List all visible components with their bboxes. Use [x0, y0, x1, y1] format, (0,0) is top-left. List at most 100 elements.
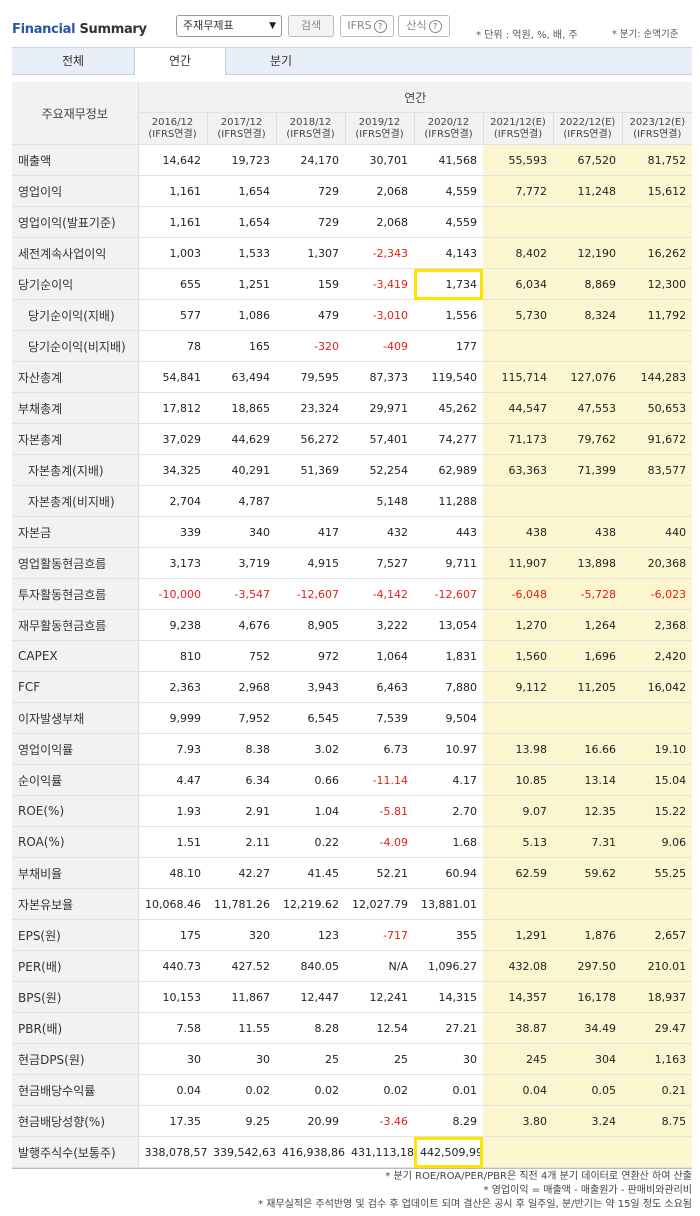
table-cell: 18,865: [207, 392, 276, 424]
unit-note: * 단위 : 억원, %, 배, 주: [476, 30, 578, 41]
table-cell: [553, 888, 622, 920]
table-cell: 7,880: [414, 671, 483, 703]
table-cell: 67,520: [553, 144, 622, 176]
basis-label: (IFRS연결): [563, 128, 612, 140]
table-cell: 19,723: [207, 144, 276, 176]
table-cell: -717: [345, 919, 414, 951]
table-cell: 442,509,990: [414, 1136, 483, 1168]
table-row: PER(배) 440.73 427.52 840.05 N/A 1,096.27 432.0…: [12, 950, 693, 982]
ifrs-button[interactable]: IFRS?: [340, 15, 394, 37]
table-cell: 432.08: [483, 950, 553, 982]
table-cell: 34.49: [553, 1012, 622, 1044]
table-row: ROE(%) 1.93 2.91 1.04 -5.81 2.70 9.07 12.35 15.2…: [12, 795, 693, 827]
notes-divider: [12, 1168, 692, 1169]
year-label: 2016/12: [151, 116, 194, 128]
row-label: ROA(%): [12, 826, 139, 858]
table-cell: 9,112: [483, 671, 553, 703]
table-cell: 338,078,575: [138, 1136, 207, 1168]
table-cell: 17.35: [138, 1105, 207, 1137]
table-cell: 15,612: [622, 175, 693, 207]
table-cell: -409: [345, 330, 414, 362]
table-cell: 27.21: [414, 1012, 483, 1044]
table-cell: 9,999: [138, 702, 207, 734]
table-cell: 57,401: [345, 423, 414, 455]
formula-button-label: 산식: [406, 19, 427, 32]
table-cell: 0.02: [207, 1074, 276, 1106]
table-cell: 1.93: [138, 795, 207, 827]
row-label: 투자활동현금흐름: [12, 578, 139, 610]
table-cell: 479: [276, 299, 345, 331]
table-cell: 30: [138, 1043, 207, 1075]
statement-type-select[interactable]: 주재무제표 ▼: [176, 15, 282, 37]
table-cell: -12,607: [414, 578, 483, 610]
toolbar: Financial Summary 주재무제표 ▼ 검색 IFRS? 산식? *…: [0, 0, 700, 41]
statement-type-value: 주재무제표: [183, 19, 234, 32]
table-cell: 3,222: [345, 609, 414, 641]
table-cell: 8.75: [622, 1105, 693, 1137]
table-cell: [483, 206, 553, 238]
table-cell: 9.07: [483, 795, 553, 827]
table-row: 현금DPS(원) 30 30 25 25 30 245 304 1,163: [12, 1043, 693, 1075]
row-label: 현금배당성향(%): [12, 1105, 139, 1137]
table-cell: -2,343: [345, 237, 414, 269]
table-cell: 9,238: [138, 609, 207, 641]
row-label: 영업이익: [12, 175, 139, 207]
table-cell: 6,545: [276, 702, 345, 734]
table-cell: 2,420: [622, 640, 693, 672]
table-cell: 5.13: [483, 826, 553, 858]
table-cell: 9.06: [622, 826, 693, 858]
table-cell: 14,315: [414, 981, 483, 1013]
table-cell: 13,054: [414, 609, 483, 641]
table-cell: [483, 702, 553, 734]
table-row: ROA(%) 1.51 2.11 0.22 -4.09 1.68 5.13 7.31 9.06: [12, 826, 693, 858]
table-row: 자산총계 54,841 63,494 79,595 87,373 119,540 115,7…: [12, 361, 693, 393]
table-cell: 12,027.79: [345, 888, 414, 920]
table-cell: -3,547: [207, 578, 276, 610]
table-cell: 119,540: [414, 361, 483, 393]
table-cell: 79,595: [276, 361, 345, 393]
table-cell: -12,607: [276, 578, 345, 610]
table-cell: 87,373: [345, 361, 414, 393]
table-cell: [553, 485, 622, 517]
row-label: 자본유보율: [12, 888, 139, 920]
tab-annual[interactable]: 연간: [134, 48, 226, 75]
table-cell: [553, 702, 622, 734]
row-label: 부채비율: [12, 857, 139, 889]
table-cell: 3.80: [483, 1105, 553, 1137]
table-row: 순이익률 4.47 6.34 0.66 -11.14 4.17 10.85 13.14 15.0…: [12, 764, 693, 796]
table-cell: 71,399: [553, 454, 622, 486]
table-cell: 78: [138, 330, 207, 362]
table-cell: [622, 702, 693, 734]
table-cell: 810: [138, 640, 207, 672]
table-cell: 2.70: [414, 795, 483, 827]
table-cell: 56,272: [276, 423, 345, 455]
table-cell: 10.97: [414, 733, 483, 765]
table-cell: 3,173: [138, 547, 207, 579]
table-cell: 1,270: [483, 609, 553, 641]
table-cell: 438: [483, 516, 553, 548]
table-cell: [622, 206, 693, 238]
year-header: 2022/12(E) (IFRS연결): [552, 112, 622, 145]
table-cell: 20,368: [622, 547, 693, 579]
table-cell: 62.59: [483, 857, 553, 889]
tab-quarter[interactable]: 분기: [226, 48, 336, 75]
table-cell: 11,867: [207, 981, 276, 1013]
table-cell: 0.02: [276, 1074, 345, 1106]
table-cell: 10,153: [138, 981, 207, 1013]
quarter-basis-note: * 분기: 순액기준: [612, 29, 679, 40]
table-cell: 123: [276, 919, 345, 951]
brand-financial: Financial: [12, 22, 76, 37]
tab-all[interactable]: 전체: [12, 48, 134, 75]
basis-label: (IFRS연결): [633, 128, 682, 140]
search-button[interactable]: 검색: [288, 15, 334, 37]
table-cell: 54,841: [138, 361, 207, 393]
year-label: 2022/12(E): [559, 116, 616, 128]
table-cell: 83,577: [622, 454, 693, 486]
formula-button[interactable]: 산식?: [398, 15, 450, 37]
table-cell: 79,762: [553, 423, 622, 455]
table-cell: [622, 330, 693, 362]
table-cell: -5.81: [345, 795, 414, 827]
table-cell: 5,148: [345, 485, 414, 517]
year-header: 2021/12(E) (IFRS연결): [482, 112, 553, 145]
table-row: 영업이익률 7.93 8.38 3.02 6.73 10.97 13.98 16.66 19.1…: [12, 733, 693, 765]
